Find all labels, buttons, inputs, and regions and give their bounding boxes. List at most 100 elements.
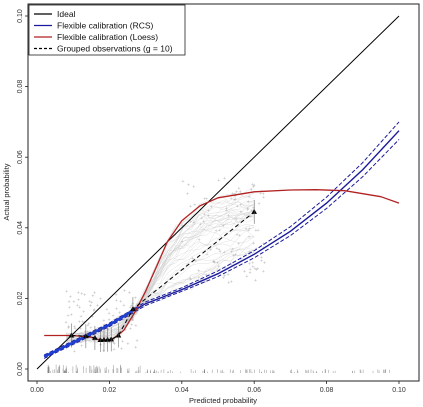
cloud-point: + — [259, 191, 262, 196]
cloud-point: + — [230, 279, 233, 284]
y-axis-title: Actual probability — [2, 163, 11, 220]
cloud-point: + — [239, 209, 242, 214]
x-tick-label: 0.00 — [30, 387, 44, 394]
cloud-point: + — [107, 327, 110, 332]
cloud-point: + — [252, 241, 255, 246]
cloud-point: + — [115, 298, 118, 303]
cloud-point: + — [68, 304, 71, 309]
cloud-point: + — [226, 272, 229, 277]
cloud-point: + — [257, 201, 260, 206]
cloud-point: + — [254, 246, 257, 251]
cloud-point: + — [262, 191, 265, 196]
cloud-point: + — [223, 175, 226, 180]
y-tick-label: 0.04 — [17, 221, 24, 235]
x-tick-label: 0.08 — [320, 387, 334, 394]
cloud-point: + — [189, 219, 192, 224]
cloud-point: + — [263, 260, 266, 265]
cloud-point: + — [231, 247, 234, 252]
cloud-point: + — [197, 237, 200, 242]
cloud-point: + — [107, 311, 110, 316]
cloud-point: + — [69, 294, 72, 299]
cloud-point: + — [134, 345, 137, 350]
legend-label: Ideal — [57, 9, 76, 19]
cloud-point: + — [126, 341, 129, 346]
cloud-point: + — [235, 189, 238, 194]
x-tick-label: 0.02 — [103, 387, 117, 394]
cloud-point: + — [251, 260, 254, 265]
grouped-observation-markers — [68, 199, 257, 353]
cloud-point: + — [225, 208, 228, 213]
cloud-point: + — [203, 196, 206, 201]
cloud-point: + — [119, 299, 122, 304]
cloud-point: + — [189, 204, 192, 209]
bootstrap-line — [65, 227, 255, 344]
cloud-point: + — [223, 273, 226, 278]
cloud-point: + — [206, 247, 209, 252]
cloud-point: + — [229, 196, 232, 201]
cloud-point: + — [199, 280, 202, 285]
legend-label: Grouped observations (g = 10) — [57, 44, 173, 54]
cloud-point: + — [247, 199, 250, 204]
cloud-point: + — [76, 302, 79, 307]
cloud-point: + — [230, 249, 233, 254]
cloud-point: + — [90, 299, 93, 304]
cloud-point: + — [111, 313, 114, 318]
bootstrap-line — [65, 210, 255, 342]
cloud-point: + — [248, 226, 251, 231]
cloud-point: + — [186, 191, 189, 196]
cloud-point: + — [256, 266, 259, 271]
bootstrap-line — [65, 236, 255, 346]
cloud-point: + — [67, 299, 70, 304]
cloud-point: + — [130, 303, 133, 308]
cloud-point: + — [81, 319, 84, 324]
bootstrap-line — [65, 212, 255, 339]
cloud-point: + — [260, 254, 263, 259]
cloud-point: + — [260, 258, 263, 263]
cloud-point: + — [194, 258, 197, 263]
cloud-point: + — [73, 325, 76, 330]
cloud-point: + — [244, 226, 247, 231]
cloud-point: + — [262, 241, 265, 246]
cloud-point: + — [245, 274, 248, 279]
rcs-dense-band — [43, 306, 140, 358]
cloud-point: + — [66, 313, 69, 318]
cloud-point: + — [209, 247, 212, 252]
cloud-point: + — [113, 341, 116, 346]
cloud-point: + — [248, 249, 251, 254]
bootstrap-line — [65, 186, 255, 341]
legend-label: Flexible calibration (Loess) — [57, 32, 158, 42]
cloud-point: + — [262, 245, 265, 250]
rcs-ci-upper — [43, 121, 400, 356]
cloud-point: + — [217, 247, 220, 252]
cloud-point: + — [192, 220, 195, 225]
cloud-point: + — [217, 264, 220, 269]
cloud-point: + — [187, 182, 190, 187]
cloud-point: + — [251, 181, 254, 186]
cloud-point: + — [223, 250, 226, 255]
cloud-point: + — [78, 304, 81, 309]
cloud-point: + — [99, 296, 102, 301]
cloud-point: + — [118, 310, 121, 315]
bootstrap-line — [65, 211, 255, 339]
cloud-point: + — [251, 264, 254, 269]
cloud-point: + — [247, 194, 250, 199]
x-tick-label: 0.04 — [175, 387, 189, 394]
bootstrap-line — [65, 196, 255, 343]
cloud-point: + — [235, 232, 238, 237]
cloud-point: + — [105, 334, 108, 339]
cloud-point: + — [120, 346, 123, 351]
cloud-point: + — [225, 206, 228, 211]
cloud-point: + — [65, 289, 68, 294]
cloud-point: + — [202, 219, 205, 224]
cloud-point: + — [99, 342, 102, 347]
cloud-point: + — [82, 309, 85, 314]
cloud-point: + — [212, 258, 215, 263]
ideal-line — [36, 15, 400, 370]
cloud-point: + — [255, 267, 258, 272]
y-tick-label: 0.02 — [17, 291, 24, 305]
cloud-point: + — [130, 322, 133, 327]
cloud-point: + — [210, 204, 213, 209]
cloud-point: + — [80, 343, 83, 348]
cloud-point: + — [236, 204, 239, 209]
cloud-point: + — [123, 323, 126, 328]
